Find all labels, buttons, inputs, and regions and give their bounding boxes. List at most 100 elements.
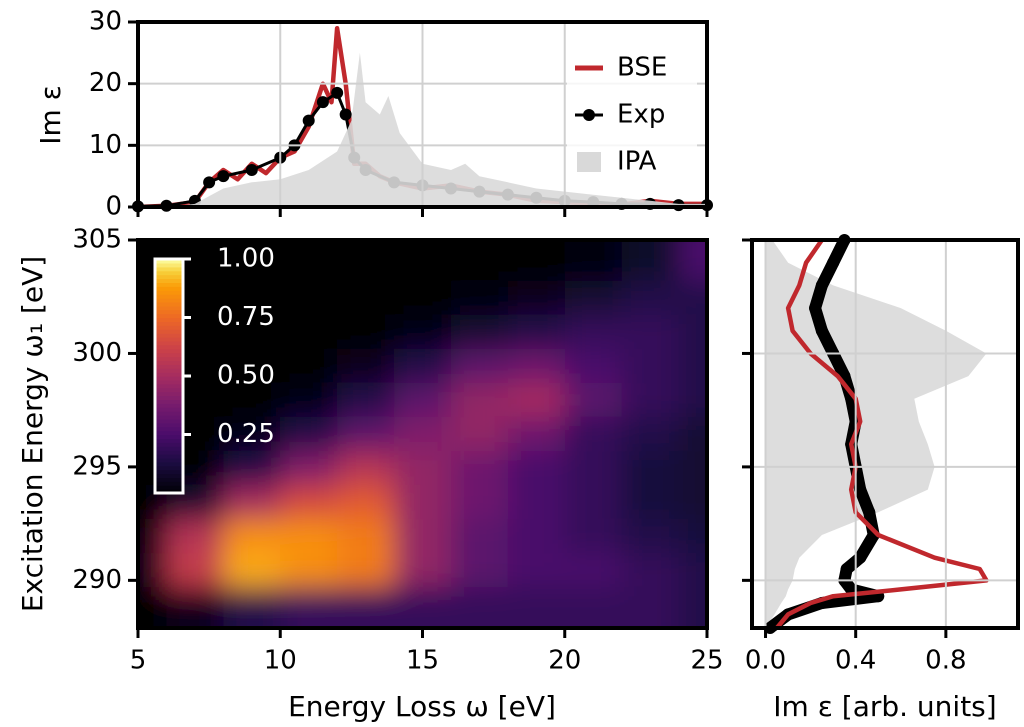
heatmap-cell xyxy=(337,381,396,417)
heatmap-cell xyxy=(223,240,282,281)
marker xyxy=(217,170,230,183)
colorbar-step xyxy=(155,477,183,482)
legend-label: BSE xyxy=(617,53,667,83)
colorbar-tick-label: 0.25 xyxy=(217,419,275,449)
colorbar-step xyxy=(155,298,183,303)
heatmap-cell xyxy=(450,415,509,451)
colorbar-step xyxy=(155,333,183,338)
heatmap-cell xyxy=(337,483,396,519)
heatmap-cell xyxy=(621,313,680,349)
colorbar-step xyxy=(155,309,183,315)
colorbar-step xyxy=(155,352,183,358)
heatmap-cell xyxy=(678,483,707,519)
x-tick-label: 0.8 xyxy=(925,646,966,676)
y-tick-label: 305 xyxy=(72,225,122,255)
axes-frame xyxy=(136,20,709,209)
colorbar-step xyxy=(155,286,183,291)
heatmap-cell xyxy=(507,517,566,553)
axes-frame xyxy=(136,238,709,630)
heatmap-cell xyxy=(138,586,168,628)
colorbar-step xyxy=(155,340,183,346)
colorbar-step xyxy=(155,282,183,287)
heatmap-cell xyxy=(450,347,509,383)
heatmap-cell xyxy=(564,483,623,519)
y-tick-label: 0 xyxy=(105,192,122,222)
heatmap-cell xyxy=(223,313,282,349)
colorbar-step xyxy=(155,434,183,439)
colorbar-step xyxy=(155,395,183,400)
heatmap-cell xyxy=(621,517,680,553)
colorbar-step xyxy=(155,368,183,373)
colorbar-step xyxy=(155,321,183,326)
x-tick-label: 15 xyxy=(406,646,439,676)
colorbar-step xyxy=(155,457,183,463)
x-tick-label: 25 xyxy=(690,646,723,676)
colorbar-step xyxy=(155,485,183,490)
heatmap-cell xyxy=(621,240,680,281)
y-tick-label: 290 xyxy=(72,565,122,595)
heatmap-cell xyxy=(280,449,339,485)
heatmap-cell xyxy=(337,347,396,383)
heatmap-cell xyxy=(394,347,452,383)
colorbar-step xyxy=(155,438,183,443)
heatmap-cell xyxy=(450,517,509,553)
y-tick-label: 300 xyxy=(72,338,122,368)
heatmap-cell xyxy=(678,415,707,451)
heatmap-cell xyxy=(394,551,452,588)
marker xyxy=(339,108,352,121)
colorbar-step xyxy=(155,411,183,416)
marker xyxy=(331,86,344,99)
heatmap-cell xyxy=(507,551,566,588)
heatmap-cell xyxy=(621,483,680,519)
colorbar-step xyxy=(155,313,183,319)
legend-swatch xyxy=(577,152,601,172)
y-axis-label: Excitation Energy ω₁ [eV] xyxy=(16,256,49,612)
heatmap-cell xyxy=(337,551,396,588)
colorbar-step xyxy=(155,290,183,295)
heatmap-cell xyxy=(223,347,282,383)
colorbar-step xyxy=(155,473,183,478)
heatmap-cell xyxy=(450,449,509,485)
marker xyxy=(840,563,853,576)
heatmap-cell xyxy=(394,381,452,417)
heatmap-cell xyxy=(394,313,452,349)
heatmap-cell xyxy=(394,279,452,315)
x-tick-label: 0.4 xyxy=(835,646,876,676)
colorbar-step xyxy=(155,259,183,264)
colorbar-step xyxy=(155,442,183,447)
heatmap-cell xyxy=(621,415,680,451)
colorbar-step xyxy=(155,356,183,361)
y-tick-label: 295 xyxy=(72,451,122,481)
heatmap-cell xyxy=(507,279,566,315)
colorbar-step xyxy=(155,329,183,334)
heatmap-cell xyxy=(621,347,680,383)
heatmap-cell xyxy=(450,483,509,519)
y-tick-label: 20 xyxy=(89,68,122,98)
colorbar-step xyxy=(155,489,183,494)
heatmap-cell xyxy=(621,381,680,417)
heatmap-cell xyxy=(507,415,566,451)
heatmap-cell xyxy=(280,586,339,628)
marker xyxy=(815,324,828,337)
heatmap-cell xyxy=(450,279,509,315)
colorbar-step xyxy=(155,446,183,451)
heatmap-cell xyxy=(678,586,707,628)
colorbar-step xyxy=(155,403,183,408)
colorbar-step xyxy=(155,399,183,404)
heatmap-cell xyxy=(450,551,509,588)
marker xyxy=(203,176,216,189)
colorbar-tick-label: 0.50 xyxy=(217,361,275,391)
heatmap-cell xyxy=(223,279,282,315)
marker xyxy=(827,256,840,269)
heatmap-cell xyxy=(223,517,282,553)
x-axis-label: Energy Loss ω [eV] xyxy=(288,690,556,723)
heatmap-cell xyxy=(337,415,396,451)
colorbar-step xyxy=(155,379,183,385)
x-axis-label: Im ε [arb. units] xyxy=(773,690,996,723)
heatmap-cell xyxy=(166,517,225,553)
marker xyxy=(809,302,822,315)
marker xyxy=(316,96,329,109)
colorbar-step xyxy=(155,266,183,272)
heatmap-cell xyxy=(394,483,452,519)
heatmap-cell xyxy=(564,415,623,451)
